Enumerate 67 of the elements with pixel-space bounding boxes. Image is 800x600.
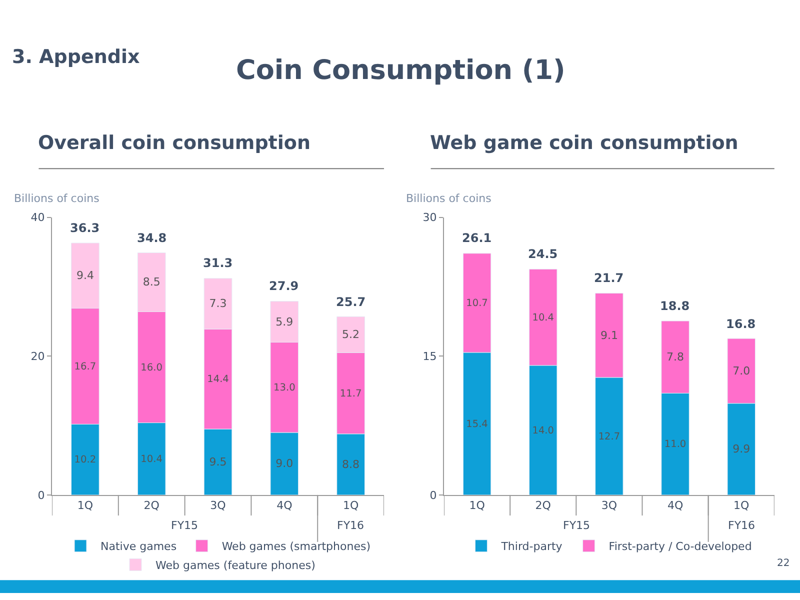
x-tick-label: 2Q xyxy=(535,499,552,512)
data-label: 10.4 xyxy=(140,454,163,465)
data-label: 10.2 xyxy=(74,454,96,466)
total-label: 25.7 xyxy=(336,295,366,309)
x-tick-label: 2Q xyxy=(144,499,160,512)
x-tick-label: 3Q xyxy=(210,499,226,512)
y-axis-title: Billions of coins xyxy=(406,192,492,205)
y-tick-label: 0 xyxy=(430,488,437,502)
text: Coin Consumption (1) xyxy=(236,55,566,86)
data-label: 16.0 xyxy=(140,362,163,374)
data-label: 5.2 xyxy=(342,328,360,342)
legend-label: Third-party xyxy=(500,540,563,554)
text: FY15 xyxy=(171,519,198,532)
data-label: 14.4 xyxy=(207,374,229,386)
y-tick-label: 0 xyxy=(38,488,45,502)
data-label: 8.8 xyxy=(342,458,360,471)
y-tick-label: 15 xyxy=(422,350,437,363)
data-label: 13.0 xyxy=(273,382,296,394)
data-label: 11.7 xyxy=(340,388,362,400)
legend-label: First-party / Co-developed xyxy=(608,540,752,554)
data-label: 7.0 xyxy=(732,364,750,378)
total-label: 34.8 xyxy=(137,231,167,245)
x-tick-label: 4Q xyxy=(276,499,293,512)
data-label: 9.1 xyxy=(600,328,618,342)
total-label: 18.8 xyxy=(660,299,690,313)
text: FY16 xyxy=(337,519,364,532)
data-label: 10.4 xyxy=(532,312,554,324)
data-label: 9.4 xyxy=(76,269,94,282)
data-label: 9.0 xyxy=(276,457,294,470)
data-label: 7.8 xyxy=(666,350,684,364)
data-label: 5.9 xyxy=(276,315,294,328)
data-label: 7.3 xyxy=(209,297,227,310)
x-tick-label: 3Q xyxy=(601,499,618,512)
y-tick-label: 40 xyxy=(30,211,45,224)
y-tick-label: 30 xyxy=(422,211,437,224)
total-label: 21.7 xyxy=(594,271,624,285)
data-label: 9.5 xyxy=(209,456,227,468)
x-tick-label: 1Q xyxy=(77,499,94,512)
legend-label: Web games (feature phones) xyxy=(156,558,316,572)
total-label: 36.3 xyxy=(70,221,100,235)
data-label: 11.0 xyxy=(664,439,686,450)
total-label: 27.9 xyxy=(269,279,299,293)
text: FY16 xyxy=(728,519,756,532)
text: FY15 xyxy=(563,519,590,532)
x-tick-label: 1Q xyxy=(342,499,359,512)
data-label: 15.4 xyxy=(466,418,488,430)
text: 3. Appendix xyxy=(12,46,140,68)
legend-label: Web games (smartphones) xyxy=(222,540,370,554)
chart-title: Overall coin consumption xyxy=(38,132,310,154)
y-tick-label: 20 xyxy=(30,350,45,363)
x-tick-label: 1Q xyxy=(734,499,750,512)
data-label: 9.9 xyxy=(732,442,750,456)
text: 22 xyxy=(777,558,790,569)
legend-label: Native games xyxy=(100,540,177,554)
total-label: 16.8 xyxy=(726,317,756,331)
chart-title: Web game coin consumption xyxy=(430,132,738,154)
data-label: 8.5 xyxy=(142,276,160,289)
data-label: 14.0 xyxy=(532,425,554,436)
y-axis-title: Billions of coins xyxy=(14,192,100,205)
x-tick-label: 1Q xyxy=(469,499,486,512)
data-label: 12.7 xyxy=(598,431,620,442)
data-label: 16.7 xyxy=(74,361,96,372)
total-label: 26.1 xyxy=(462,231,492,245)
total-label: 24.5 xyxy=(528,247,558,261)
total-label: 31.3 xyxy=(203,256,233,270)
x-tick-label: 4Q xyxy=(667,499,684,512)
data-label: 10.7 xyxy=(466,298,488,310)
